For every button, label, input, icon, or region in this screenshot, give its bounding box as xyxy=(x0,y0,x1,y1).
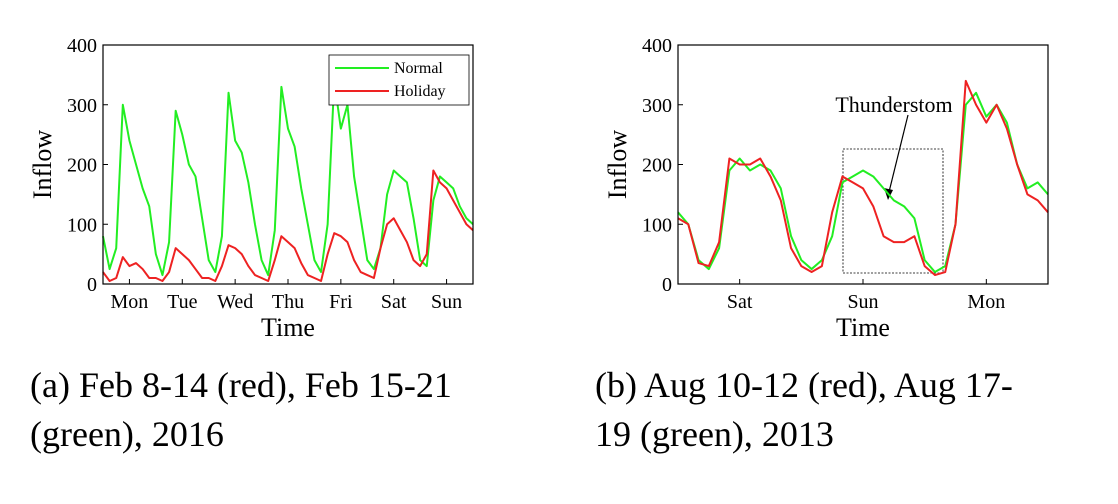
legend-label: Holiday xyxy=(394,83,446,100)
y-tick-label: 0 xyxy=(87,274,97,296)
caption: 19 (green), 2013 xyxy=(595,414,834,454)
x-tick-label: Mon xyxy=(111,291,149,313)
caption: (green), 2016 xyxy=(30,414,224,454)
x-tick-label: Sun xyxy=(847,291,878,313)
caption: (a) Feb 8-14 (red), Feb 15-21 xyxy=(30,365,452,405)
x-axis-label: Time xyxy=(836,313,890,342)
x-tick-label: Thu xyxy=(272,291,304,313)
x-tick-label: Fri xyxy=(329,291,353,313)
caption: (b) Aug 10-12 (red), Aug 17- xyxy=(595,365,1013,405)
annotation-arrow xyxy=(887,114,909,197)
y-tick-label: 400 xyxy=(642,35,672,57)
y-tick-label: 0 xyxy=(662,274,672,296)
y-axis-label: Inflow xyxy=(28,130,57,200)
y-tick-label: 200 xyxy=(642,155,672,177)
y-tick-label: 100 xyxy=(67,214,97,236)
x-tick-label: Sat xyxy=(727,291,753,313)
y-tick-label: 300 xyxy=(642,95,672,117)
x-tick-label: Tue xyxy=(167,291,198,313)
x-tick-label: Sat xyxy=(381,291,407,313)
x-tick-label: Mon xyxy=(967,291,1005,313)
y-tick-label: 200 xyxy=(67,155,97,177)
x-tick-label: Sun xyxy=(431,291,462,313)
y-axis-label: Inflow xyxy=(603,130,632,200)
legend-box xyxy=(328,54,470,106)
x-axis-label: Time xyxy=(261,313,315,342)
annotation: Thunderstom xyxy=(835,92,952,117)
annotation-box xyxy=(842,148,944,274)
line xyxy=(677,79,1049,277)
line xyxy=(677,91,1049,274)
legend-label: Normal xyxy=(394,60,443,77)
y-tick-label: 300 xyxy=(67,95,97,117)
line xyxy=(102,79,474,277)
y-tick-label: 400 xyxy=(67,35,97,57)
y-tick-label: 100 xyxy=(642,214,672,236)
line xyxy=(102,169,474,283)
x-tick-label: Wed xyxy=(217,291,253,313)
